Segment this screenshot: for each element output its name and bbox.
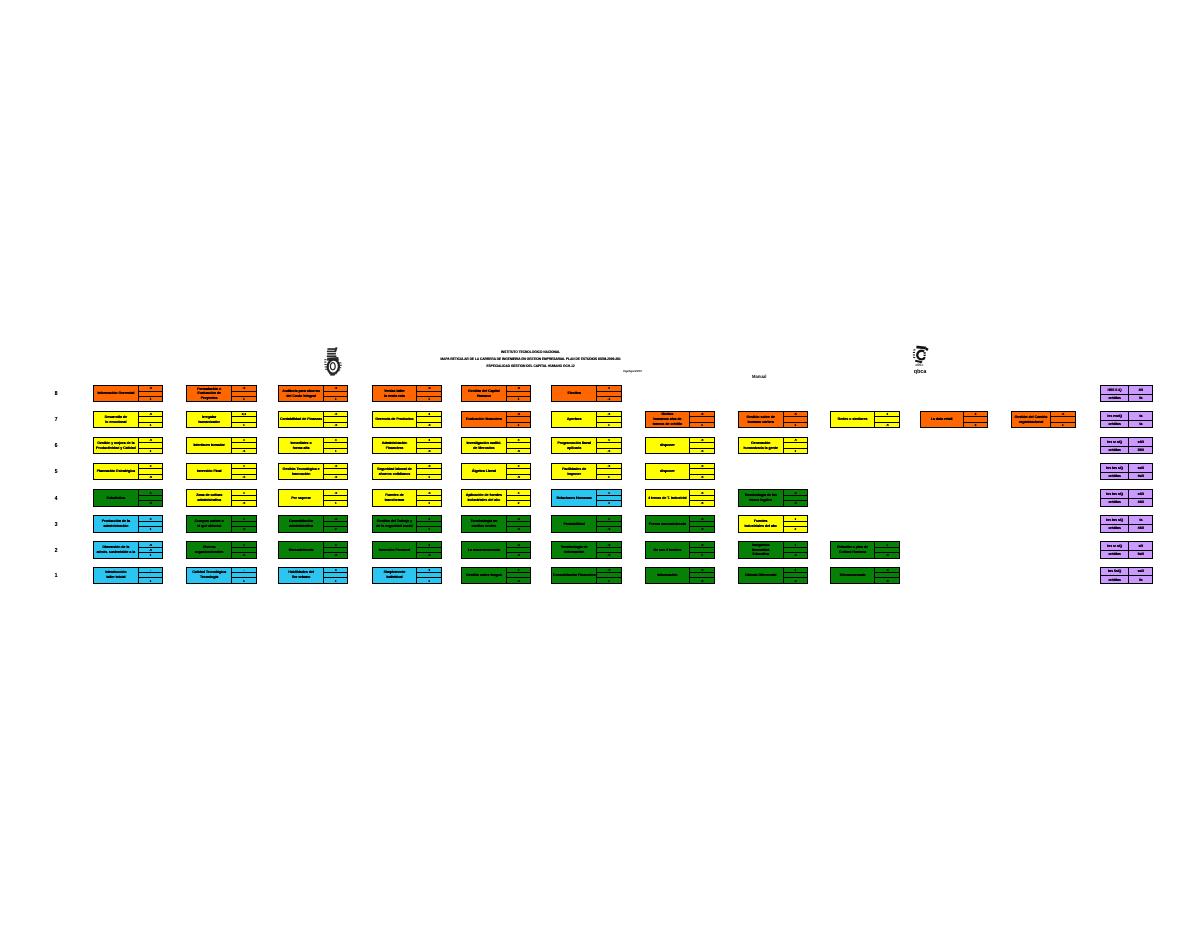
svg-text:qbca: qbca: [914, 369, 928, 375]
svg-text:=O6=: =O6=: [915, 364, 923, 368]
